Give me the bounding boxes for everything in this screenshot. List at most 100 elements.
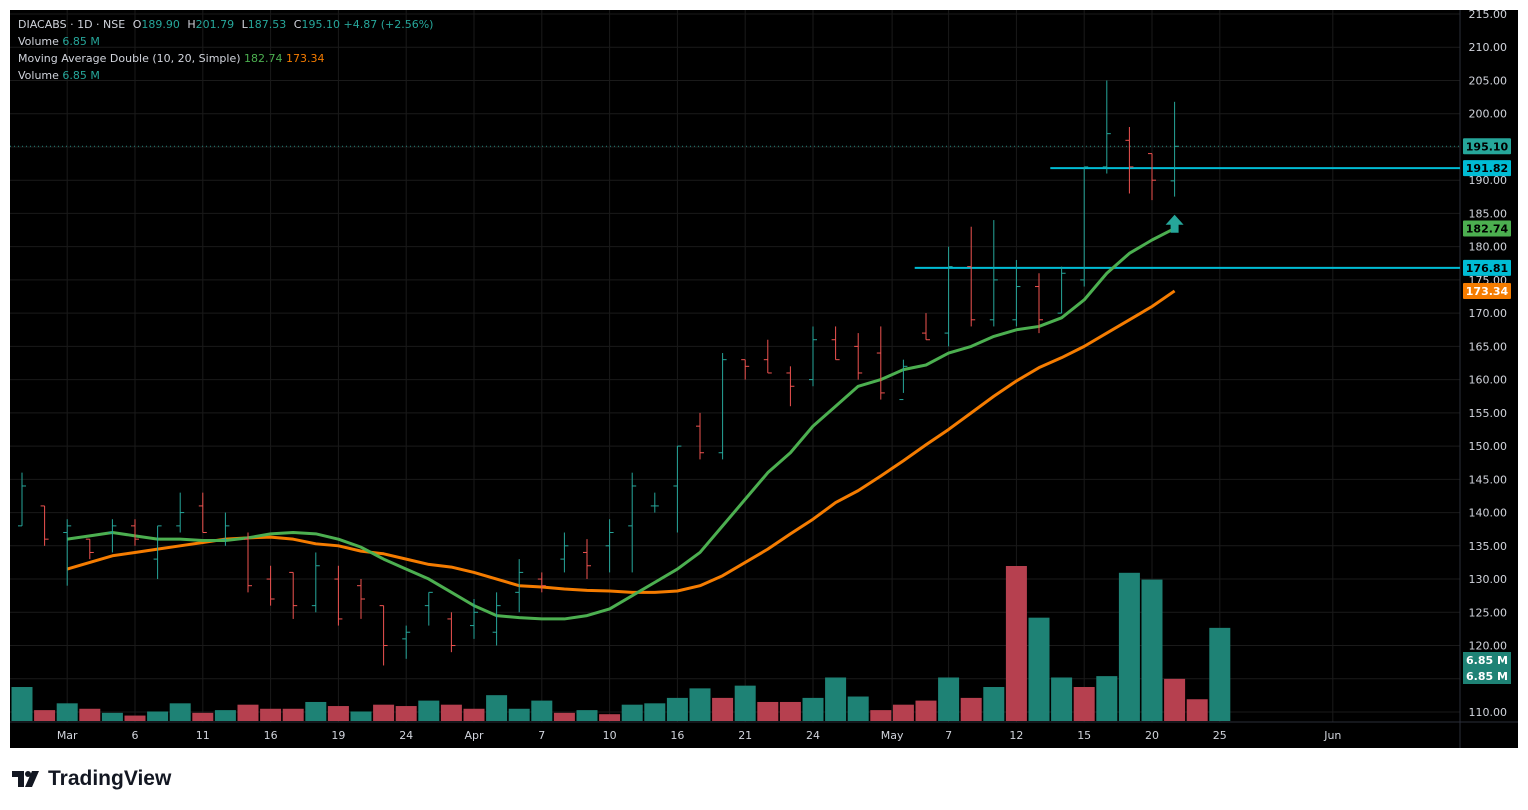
y-axis-tick-label: 185.00 <box>1469 207 1508 220</box>
symbol-name[interactable]: DIACABS · 1D · NSE <box>18 18 126 31</box>
x-axis-tick-label: 12 <box>1009 729 1023 742</box>
volume-bar <box>1005 566 1027 721</box>
volume-badge <box>1463 668 1511 684</box>
y-axis-tick-label: 125.00 <box>1469 606 1508 619</box>
volume2-value: 6.85 M <box>62 69 100 82</box>
ma-label: Moving Average Double (10, 20, Simple) <box>18 52 241 65</box>
volume-bar <box>983 687 1005 721</box>
volume-bar <box>1186 699 1208 721</box>
ma-slow-line <box>66 289 1176 594</box>
volume-value: 6.85 M <box>62 35 100 48</box>
volume-badge-label: 6.85 M <box>1466 670 1508 683</box>
volume-bar <box>373 704 395 721</box>
y-axis-tick-label: 190.00 <box>1469 174 1508 187</box>
volume-bar <box>34 710 56 721</box>
x-axis-tick-label: 25 <box>1213 729 1227 742</box>
x-axis-tick-label: 16 <box>670 729 684 742</box>
volume-bar <box>553 712 575 721</box>
volume-bar <box>1051 677 1073 721</box>
close-value: 195.10 <box>301 18 340 31</box>
y-axis-tick-label: 150.00 <box>1469 440 1508 453</box>
volume-bar <box>712 697 734 721</box>
volume-bar <box>56 703 78 721</box>
x-axis-tick-label: Jun <box>1323 729 1341 742</box>
volume2-legend-row[interactable]: Volume 6.85 M <box>18 67 433 84</box>
symbol-row: DIACABS · 1D · NSE O189.90 H201.79 L187.… <box>18 16 433 33</box>
price-badge-label: 176.81 <box>1466 262 1508 275</box>
x-axis-tick-label: 7 <box>945 729 952 742</box>
volume-bar <box>734 685 756 721</box>
chart-legend: DIACABS · 1D · NSE O189.90 H201.79 L187.… <box>18 16 433 84</box>
volume-bar <box>260 708 282 721</box>
y-axis-tick-label: 200.00 <box>1469 108 1508 121</box>
change-value: +4.87 (+2.56%) <box>343 18 434 31</box>
x-axis-tick-label: 11 <box>196 729 210 742</box>
volume-bar <box>960 697 982 721</box>
y-axis-tick-label: 210.00 <box>1469 41 1508 54</box>
y-axis-tick-label: 180.00 <box>1469 241 1508 254</box>
volume-bar <box>79 708 101 721</box>
volume-bar <box>779 701 801 721</box>
volume-bar <box>169 703 191 721</box>
volume-bar <box>440 704 462 721</box>
y-axis-tick-label: 170.00 <box>1469 307 1508 320</box>
high-label: H <box>187 18 196 31</box>
volume-bar <box>689 688 711 721</box>
volume-bar <box>486 695 508 721</box>
open-label: O <box>132 18 142 31</box>
volume2-label: Volume <box>18 69 59 82</box>
volume-bar <box>621 704 643 721</box>
volume-bar <box>1209 627 1231 721</box>
volume-bar <box>463 708 485 721</box>
x-axis-tick-label: 16 <box>264 729 278 742</box>
volume-bar <box>305 701 327 721</box>
low-label: L <box>241 18 248 31</box>
volume-label: Volume <box>18 35 59 48</box>
price-badge <box>1463 282 1511 299</box>
volume-bar <box>237 704 259 721</box>
x-axis-tick-label: 15 <box>1077 729 1091 742</box>
price-badge-label: 195.10 <box>1466 140 1509 153</box>
volume-bar <box>757 701 779 721</box>
x-axis-tick-label: 24 <box>399 729 413 742</box>
volume-bar <box>576 710 598 721</box>
ma-slow-value: 173.34 <box>286 52 325 65</box>
volume-bar <box>644 703 666 721</box>
price-badge-label: 182.74 <box>1466 222 1509 235</box>
volume-bar <box>870 710 892 721</box>
x-axis-tick-label: 6 <box>132 729 139 742</box>
volume-bar <box>1141 579 1163 721</box>
ma-fast-line <box>66 227 1176 621</box>
volume-bar <box>214 710 236 721</box>
volume-bar <box>508 708 530 721</box>
low-value: 187.53 <box>247 18 287 31</box>
chart-panel[interactable]: 110.00115.00120.00125.00130.00135.00140.… <box>10 10 1518 748</box>
volume-bar <box>350 711 372 721</box>
arrow-up-icon <box>1165 214 1184 233</box>
price-badge <box>1463 220 1511 237</box>
x-axis-tick-label: 19 <box>331 729 345 742</box>
y-axis-tick-label: 135.00 <box>1469 540 1508 553</box>
y-axis-tick-label: 160.00 <box>1469 374 1508 387</box>
volume-bar <box>825 677 847 721</box>
price-chart[interactable]: 110.00115.00120.00125.00130.00135.00140.… <box>10 10 1518 748</box>
volume-bar <box>892 704 914 721</box>
volume-bar <box>124 715 146 721</box>
price-badge-label: 173.34 <box>1466 285 1509 298</box>
y-axis-tick-label: 205.00 <box>1469 74 1508 87</box>
volume-bar <box>418 700 440 721</box>
x-axis-tick-label: 20 <box>1145 729 1159 742</box>
x-axis-tick-label: 7 <box>538 729 545 742</box>
volume-bar <box>395 706 417 721</box>
y-axis-tick-label: 155.00 <box>1469 407 1508 420</box>
y-axis-tick-label: 110.00 <box>1469 706 1508 719</box>
tradingview-logo[interactable]: TradingView <box>12 767 171 791</box>
y-axis-tick-label: 145.00 <box>1469 473 1508 486</box>
y-axis-tick-label: 130.00 <box>1469 573 1508 586</box>
volume-bar <box>192 712 214 721</box>
volume-legend-row[interactable]: Volume 6.85 M <box>18 33 433 50</box>
ma-legend-row[interactable]: Moving Average Double (10, 20, Simple) 1… <box>18 50 433 67</box>
volume-badge <box>1463 652 1511 668</box>
close-label: C <box>293 18 302 31</box>
price-badge <box>1463 138 1511 155</box>
